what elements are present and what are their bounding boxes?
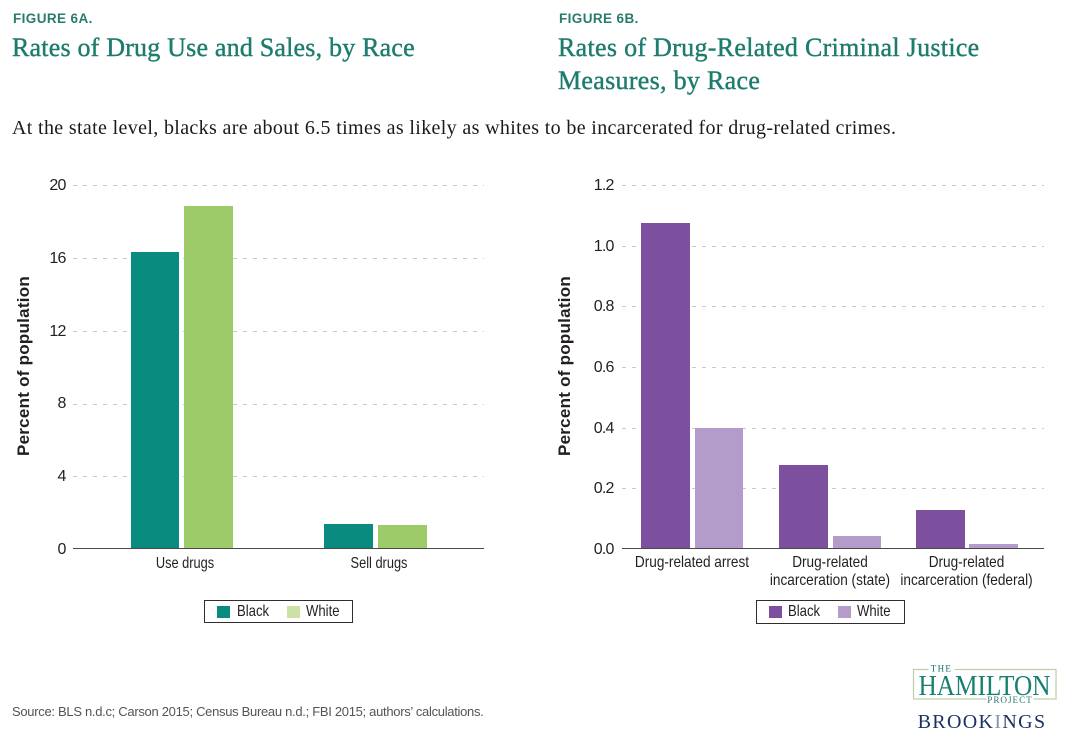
svg-text:BROOKINGS: BROOKINGS <box>918 711 1047 733</box>
svg-text:THE: THE <box>931 664 952 674</box>
svg-text:PROJECT: PROJECT <box>987 696 1033 706</box>
